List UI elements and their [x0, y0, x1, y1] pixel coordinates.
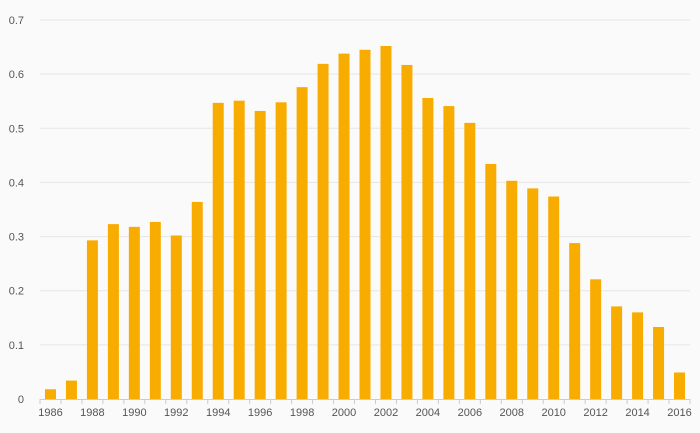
bar-2006 — [464, 122, 476, 400]
x-tick-label: 1998 — [290, 407, 314, 419]
x-tick-label: 2008 — [500, 407, 524, 419]
bar-2007 — [485, 164, 497, 399]
y-tick-label: 0.1 — [9, 340, 24, 352]
bar-2003 — [401, 64, 413, 399]
x-tick-label: 1988 — [80, 407, 104, 419]
bar-1993 — [191, 201, 203, 399]
bar-2015 — [653, 326, 665, 399]
x-tick-label: 2012 — [583, 407, 607, 419]
bar-2002 — [380, 45, 392, 400]
bar-1990 — [128, 226, 140, 399]
bar-1999 — [317, 63, 329, 400]
y-tick-label: 0.2 — [9, 286, 24, 298]
x-axis: 1986 1988 1990 1992 1994 1996 1998 2000 2002 2004… — [38, 399, 692, 419]
bar-1989 — [107, 224, 119, 399]
y-tick-label: 0.3 — [9, 232, 24, 244]
bar-1986 — [44, 389, 56, 399]
y-tick-label: 0 — [18, 394, 24, 406]
x-tick-label: 2010 — [541, 407, 565, 419]
bar-1988 — [86, 240, 98, 399]
x-tick-label: 1994 — [206, 407, 230, 419]
bar-series — [44, 45, 686, 400]
bar-1992 — [170, 235, 182, 399]
bar-2000 — [338, 53, 350, 399]
y-tick-label: 0.4 — [9, 177, 24, 189]
bar-2012 — [590, 279, 602, 399]
bar-1995 — [233, 100, 245, 400]
y-tick-label: 0.5 — [9, 123, 24, 135]
bar-2014 — [632, 312, 644, 399]
bar-2013 — [611, 306, 623, 399]
bar-2001 — [359, 49, 371, 399]
x-tick-label: 2000 — [332, 407, 356, 419]
x-tick-label: 1986 — [38, 407, 62, 419]
x-tick-label: 2006 — [458, 407, 482, 419]
bar-1987 — [65, 380, 77, 399]
x-tick-label: 2016 — [667, 407, 691, 419]
y-tick-label: 0.6 — [9, 69, 24, 81]
x-tick-label: 1992 — [164, 407, 188, 419]
bar-2005 — [443, 106, 455, 399]
bar-1991 — [149, 221, 161, 399]
bar-2016 — [674, 372, 686, 399]
bar-1996 — [254, 110, 266, 400]
x-tick-label: 1990 — [122, 407, 146, 419]
bar-2008 — [506, 180, 518, 399]
bar-2009 — [527, 188, 539, 399]
x-tick-label: 1996 — [248, 407, 272, 419]
bar-1998 — [296, 87, 308, 399]
y-tick-label: 0.7 — [9, 15, 24, 27]
bar-2010 — [548, 196, 560, 399]
x-tick-label: 2002 — [374, 407, 398, 419]
x-tick-label: 2014 — [625, 407, 649, 419]
y-axis: 0 0.1 0.2 0.3 0.4 0.5 0.6 0.7 — [9, 15, 24, 406]
bar-2004 — [422, 97, 434, 399]
bar-1997 — [275, 102, 287, 400]
bar-1994 — [212, 102, 224, 399]
x-tick-label: 2004 — [416, 407, 440, 419]
bar-2011 — [569, 243, 581, 399]
